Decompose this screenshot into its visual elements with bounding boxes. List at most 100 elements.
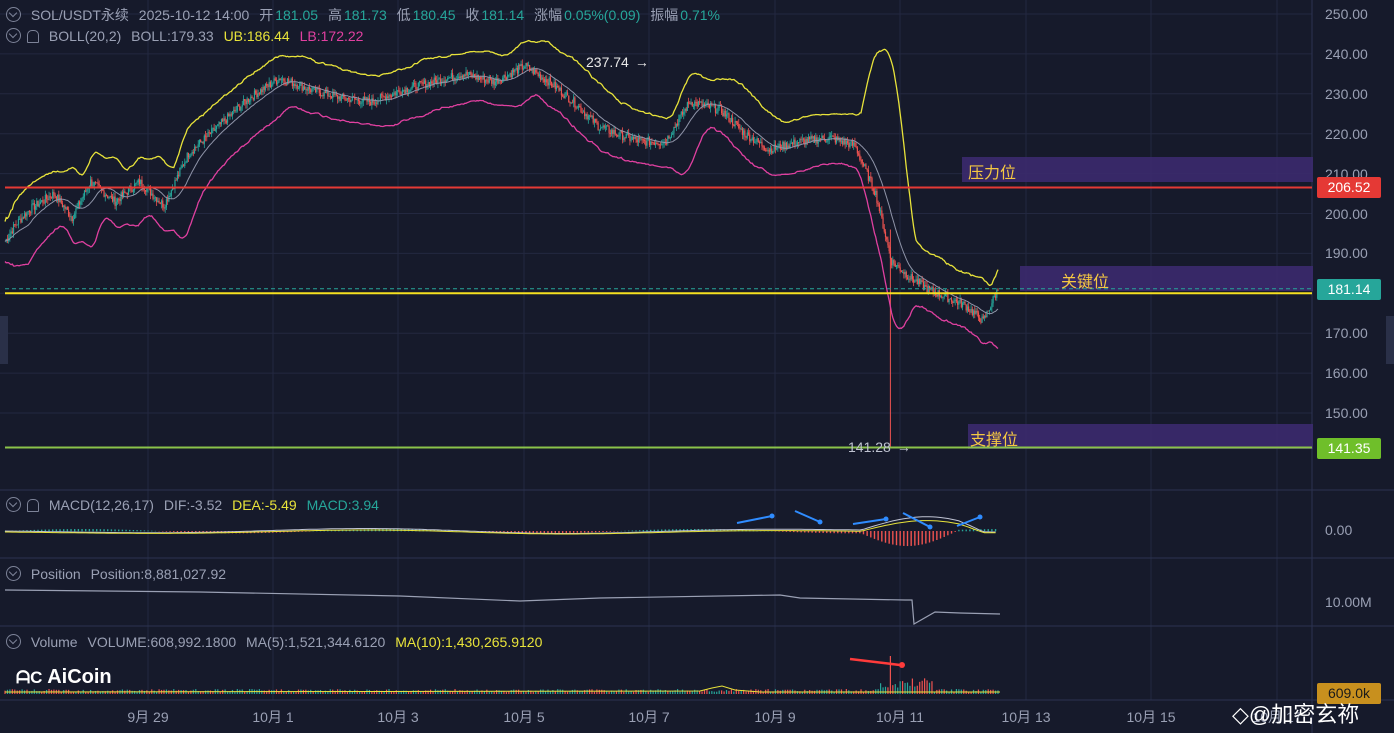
- price-axis-label: 170.00: [1325, 325, 1368, 342]
- volume-bar: [102, 691, 104, 694]
- candle-body: [480, 76, 482, 79]
- volume-bar: [880, 683, 882, 694]
- candle-body: [604, 126, 607, 128]
- symbol[interactable]: SOL/USDT永续: [30, 7, 129, 23]
- candle-body: [11, 231, 13, 234]
- candle-body: [576, 107, 578, 109]
- candle-body: [63, 205, 65, 208]
- candle-body: [440, 81, 443, 85]
- candle-body: [634, 136, 636, 139]
- candle-body: [548, 77, 550, 86]
- candle-body: [349, 98, 351, 103]
- candle-body: [450, 73, 452, 78]
- position-value: Position:8,881,027.92: [90, 566, 227, 582]
- candle-body: [370, 101, 372, 106]
- macd-bar: [525, 531, 527, 534]
- candle-body: [215, 126, 218, 130]
- candle-body: [790, 142, 792, 144]
- candle-body: [308, 86, 311, 90]
- volume-bar: [530, 690, 532, 694]
- macd-bar: [521, 531, 523, 534]
- candle-body: [281, 78, 284, 80]
- volume-bar: [559, 689, 561, 694]
- candle-body: [651, 141, 653, 143]
- volume-bar: [415, 690, 417, 694]
- candle-body: [922, 281, 925, 290]
- macd-bar: [778, 531, 780, 532]
- candle-body: [456, 78, 459, 80]
- candle-body: [931, 287, 933, 289]
- candle-body: [708, 104, 710, 108]
- volume-name[interactable]: Volume: [30, 634, 78, 650]
- candle-body: [165, 199, 168, 208]
- candle-body: [280, 79, 282, 81]
- volume-bar: [586, 689, 588, 694]
- volume-bar: [606, 690, 608, 694]
- macd-bar: [961, 529, 964, 532]
- collapse-icon[interactable]: [6, 634, 21, 649]
- candle-body: [839, 137, 841, 142]
- collapse-icon[interactable]: [6, 566, 21, 581]
- candle-body: [393, 92, 395, 94]
- bell-icon[interactable]: [27, 499, 39, 512]
- candle-body: [982, 316, 984, 318]
- candle-body: [302, 86, 304, 91]
- macd-bar: [859, 531, 861, 534]
- boll-name[interactable]: BOLL(20,2): [48, 28, 122, 44]
- candle-body: [191, 152, 193, 155]
- candle-body: [143, 189, 146, 191]
- collapse-icon[interactable]: [6, 28, 21, 43]
- right-scroll-handle[interactable]: [1386, 316, 1394, 364]
- candle-body: [736, 122, 739, 124]
- candle-body: [92, 185, 94, 187]
- candle-body: [924, 285, 926, 290]
- volume-bar: [902, 681, 904, 694]
- candle-body: [311, 89, 313, 93]
- candle-body: [564, 92, 566, 99]
- candle-body: [509, 73, 511, 75]
- volume-bar: [672, 691, 674, 694]
- candle-body: [980, 321, 982, 323]
- candle-body: [153, 197, 155, 199]
- volume-bar: [924, 678, 926, 694]
- macd-bar: [176, 531, 179, 533]
- volume-bar: [346, 691, 349, 694]
- macd-bar: [598, 531, 601, 533]
- volume-bar: [351, 691, 353, 694]
- left-scroll-handle[interactable]: [0, 316, 8, 364]
- amp-label: 振幅: [650, 7, 679, 23]
- bell-icon[interactable]: [27, 30, 39, 43]
- candle-body: [831, 135, 833, 137]
- collapse-icon[interactable]: [6, 7, 21, 22]
- macd-bar: [851, 531, 854, 534]
- candle-body: [497, 78, 499, 84]
- candle-body: [791, 142, 794, 145]
- candle-body: [821, 135, 823, 141]
- macd-bar: [583, 531, 586, 533]
- candle-body: [772, 151, 774, 154]
- candle-body: [412, 82, 415, 86]
- candle-body: [428, 82, 430, 87]
- candle-body: [329, 95, 331, 97]
- candle-body: [348, 98, 350, 99]
- volume-bar: [473, 690, 476, 694]
- candle-body: [643, 140, 646, 141]
- candle-body: [560, 87, 563, 96]
- macd-bar: [848, 531, 850, 534]
- candle-body: [10, 231, 12, 234]
- macd-legend: MACD(12,26,17) DIF:-3.52 DEA:-5.49 MACD:…: [6, 497, 385, 513]
- macd-bar: [635, 530, 637, 532]
- candle-body: [657, 143, 659, 145]
- position-name[interactable]: Position: [30, 566, 81, 582]
- volume-bar: [752, 690, 755, 694]
- macd-bar: [921, 531, 923, 545]
- candle-body: [955, 299, 958, 302]
- volume-bar: [691, 691, 693, 694]
- candle-body: [602, 125, 604, 128]
- candle-body: [395, 91, 397, 96]
- candle-body: [394, 92, 396, 96]
- macd-name[interactable]: MACD(12,26,17): [48, 497, 154, 513]
- collapse-icon[interactable]: [6, 497, 21, 512]
- candle-body: [71, 216, 73, 222]
